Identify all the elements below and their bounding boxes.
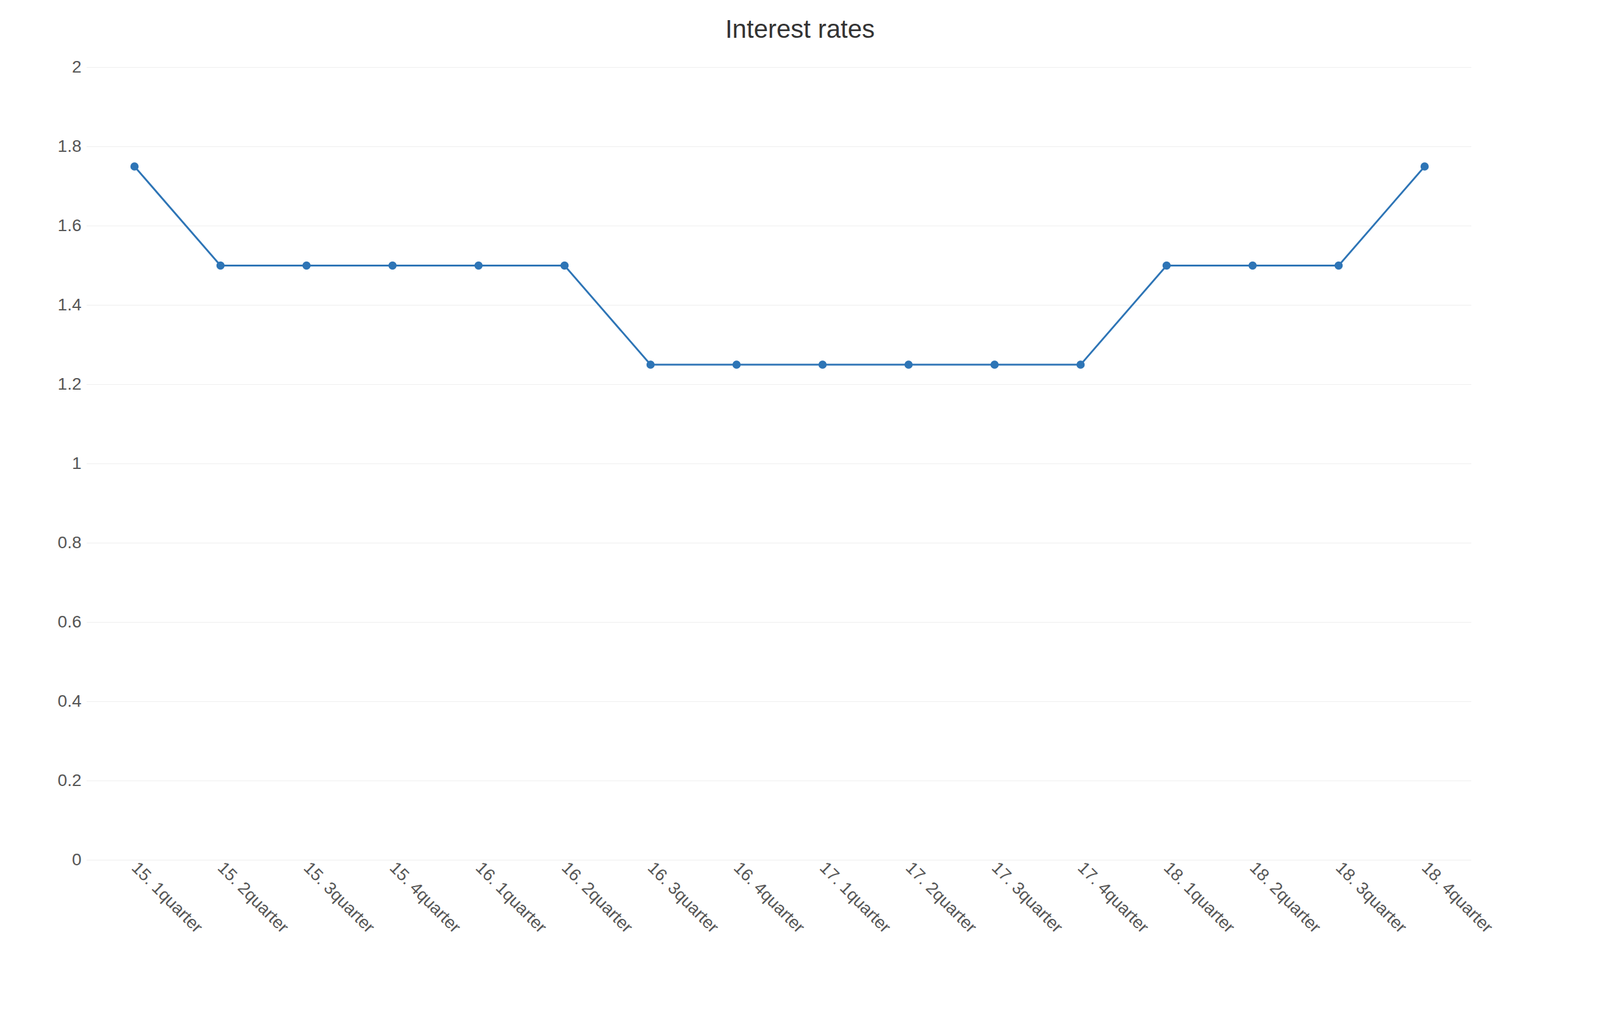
svg-text:18. 4quarter: 18. 4quarter [1417,858,1497,937]
svg-text:18. 1quarter: 18. 1quarter [1159,858,1239,937]
svg-text:18. 2quarter: 18. 2quarter [1245,858,1325,937]
svg-text:15. 4quarter: 15. 4quarter [385,858,465,937]
svg-text:17. 2quarter: 17. 2quarter [901,858,981,937]
html-text:Interest rates: Interest rates [725,14,875,44]
svg-text:17. 4quarter: 17. 4quarter [1073,858,1153,937]
svg-text:1: 1 [71,453,82,473]
svg-text:0.4: 0.4 [57,691,82,711]
svg-text:18. 3quarter: 18. 3quarter [1331,858,1411,937]
svg-text:16. 4quarter: 16. 4quarter [729,858,809,937]
svg-text:17. 1quarter: 17. 1quarter [815,858,895,937]
svg-text:2: 2 [71,57,82,77]
svg-text:16. 2quarter: 16. 2quarter [557,858,637,937]
svg-text:0.2: 0.2 [57,771,82,790]
svg-text:15. 3quarter: 15. 3quarter [299,858,379,937]
svg-text:1.4: 1.4 [57,295,82,315]
svg-text:0.6: 0.6 [57,612,82,632]
svg-text:1.8: 1.8 [57,136,82,156]
svg-text:0.8: 0.8 [57,533,82,553]
svg-text:17. 3quarter: 17. 3quarter [987,858,1067,937]
svg-text:1.2: 1.2 [57,374,82,394]
svg-text:16. 3quarter: 16. 3quarter [643,858,723,937]
svg-text:15. 2quarter: 15. 2quarter [213,858,293,937]
svg-text:1.6: 1.6 [57,215,82,235]
svg-text:15. 1quarter: 15. 1quarter [127,858,207,937]
svg-text:16. 1quarter: 16. 1quarter [471,858,551,937]
svg-text:0: 0 [71,850,82,870]
